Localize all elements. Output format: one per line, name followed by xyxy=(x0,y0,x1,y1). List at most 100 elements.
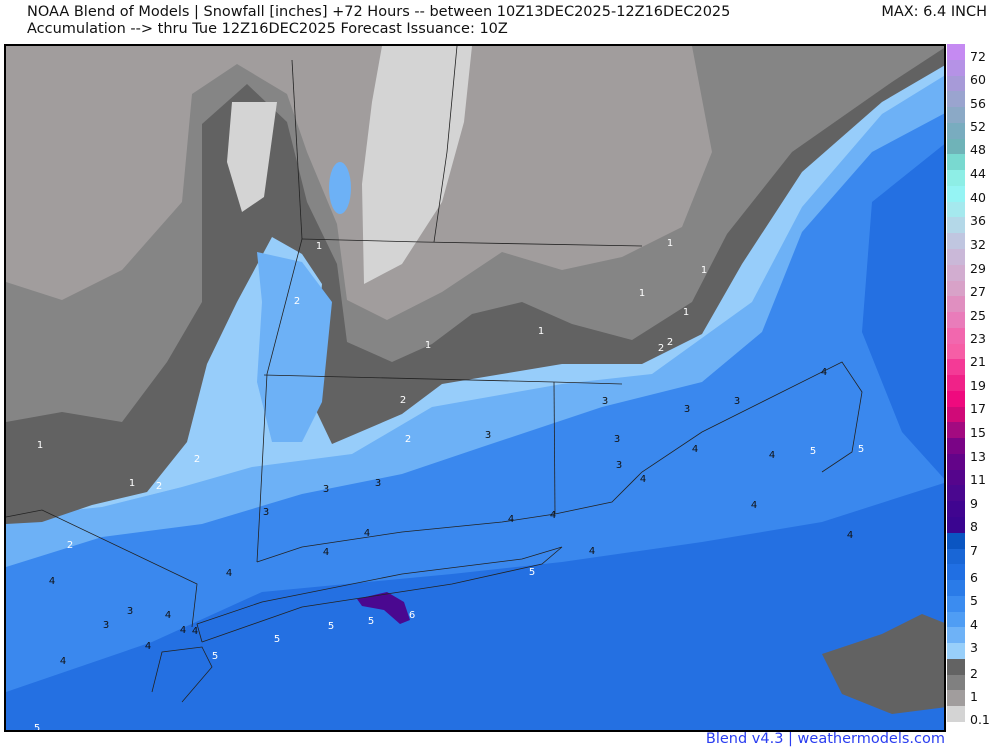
contour-label: 3 xyxy=(684,404,690,415)
snow-trace-light-zone xyxy=(362,46,472,284)
colorbar-swatch xyxy=(947,674,965,691)
colorbar-label: 23 xyxy=(970,331,986,346)
colorbar-swatch xyxy=(947,248,965,266)
contour-label: 5 xyxy=(368,616,374,627)
colorbar xyxy=(947,44,965,723)
colorbar-swatch xyxy=(947,359,965,376)
colorbar-label: 2 xyxy=(970,666,978,681)
contour-label: 1 xyxy=(701,265,707,276)
colorbar-label: 27 xyxy=(970,284,986,299)
colorbar-swatch xyxy=(947,580,965,597)
colorbar-swatch xyxy=(947,406,965,423)
colorbar-swatch xyxy=(947,438,965,455)
colorbar-swatch xyxy=(947,327,965,345)
colorbar-label: 44 xyxy=(970,166,986,181)
colorbar-label: 25 xyxy=(970,308,986,323)
colorbar-label: 3 xyxy=(970,640,978,655)
contour-label: 4 xyxy=(364,528,370,539)
colorbar-swatch xyxy=(947,75,965,92)
contour-label: 3 xyxy=(614,434,620,445)
contour-label: 3 xyxy=(127,606,133,617)
contour-label: 5 xyxy=(212,651,218,662)
snow-5in-zone xyxy=(6,482,944,730)
contour-label: 2 xyxy=(294,296,300,307)
contour-label: 3 xyxy=(323,484,329,495)
colorbar-swatch xyxy=(947,532,965,550)
colorbar-label: 13 xyxy=(970,449,986,464)
colorbar-swatch xyxy=(947,312,965,329)
colorbar-swatch xyxy=(947,564,965,581)
colorbar-label: 1 xyxy=(970,689,978,704)
colorbar-swatch xyxy=(947,122,965,140)
contour-label: 4 xyxy=(847,530,853,541)
colorbar-label: 15 xyxy=(970,425,986,440)
contour-label: 4 xyxy=(180,625,186,636)
contour-label: 2 xyxy=(156,481,162,492)
contour-label: 5 xyxy=(274,634,280,645)
colorbar-label: 5 xyxy=(970,593,978,608)
colorbar-swatch xyxy=(947,44,965,61)
contour-label: 3 xyxy=(616,460,622,471)
colorbar-swatch xyxy=(947,517,965,534)
snow-trace-zone xyxy=(6,46,712,320)
colorbar-swatch xyxy=(947,706,965,723)
contour-label: 2 xyxy=(400,395,406,406)
contour-label: 4 xyxy=(589,546,595,557)
colorbar-swatch xyxy=(947,453,965,471)
contour-label: 4 xyxy=(226,568,232,579)
max-snow-patch xyxy=(357,592,410,624)
contour-label: 2 xyxy=(67,540,73,551)
contour-label: 5 xyxy=(529,567,535,578)
state-border xyxy=(6,509,198,628)
contour-label: 1 xyxy=(538,326,544,337)
colorbar-swatch xyxy=(947,107,965,124)
contour-label: 1 xyxy=(425,340,431,351)
max-value-label: MAX: 6.4 INCH xyxy=(881,4,987,20)
contour-label: 2 xyxy=(667,337,673,348)
colorbar-swatch xyxy=(947,627,965,644)
colorbar-swatch xyxy=(947,611,965,628)
colorbar-label: 8 xyxy=(970,519,978,534)
colorbar-label: 52 xyxy=(970,119,986,134)
state-border xyxy=(553,381,623,385)
low-snow-patch xyxy=(822,614,944,714)
state-border xyxy=(301,238,643,247)
contour-label: 1 xyxy=(316,241,322,252)
contour-label: 6 xyxy=(409,610,415,621)
contour-label: 5 xyxy=(328,621,334,632)
colorbar-swatch xyxy=(947,501,965,518)
contour-label: 3 xyxy=(375,478,381,489)
contour-label: 4 xyxy=(323,547,329,558)
colorbar-swatch xyxy=(947,233,965,250)
contour-label: 2 xyxy=(658,343,664,354)
colorbar-swatch xyxy=(947,595,965,613)
colorbar-swatch xyxy=(947,343,965,360)
footer-credit: Blend v4.3 | weathermodels.com xyxy=(705,731,945,747)
colorbar-label: 72 xyxy=(970,49,986,64)
colorbar-swatch xyxy=(947,185,965,203)
colorbar-swatch xyxy=(947,280,965,297)
colorbar-swatch xyxy=(947,264,965,281)
colorbar-swatch xyxy=(947,59,965,77)
colorbar-swatch xyxy=(947,485,965,502)
contour-label: 3 xyxy=(485,430,491,441)
colorbar-swatch xyxy=(947,390,965,408)
colorbar-swatch xyxy=(947,296,965,313)
colorbar-label: 7 xyxy=(970,543,978,558)
contour-label: 4 xyxy=(821,367,827,378)
state-border xyxy=(291,59,303,240)
colorbar-swatch xyxy=(947,643,965,660)
contour-label: 1 xyxy=(129,478,135,489)
state-border xyxy=(553,381,556,515)
contour-label: 1 xyxy=(37,440,43,451)
contour-label: 2 xyxy=(194,454,200,465)
colorbar-label: 48 xyxy=(970,142,986,157)
contour-label: 4 xyxy=(751,500,757,511)
contour-label: 4 xyxy=(769,450,775,461)
snow-trace-light-zone xyxy=(227,102,277,212)
colorbar-label: 17 xyxy=(970,401,986,416)
contour-label: 4 xyxy=(550,510,556,521)
state-border xyxy=(263,374,555,383)
